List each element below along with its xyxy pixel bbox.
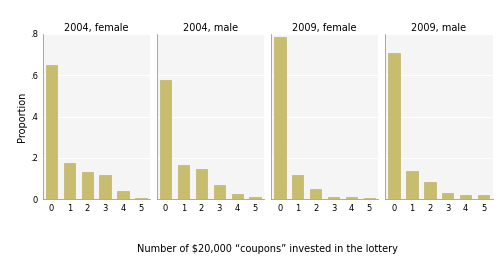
Title: 2009, male: 2009, male xyxy=(411,23,466,33)
Title: 2004, male: 2004, male xyxy=(183,23,238,33)
Bar xyxy=(292,175,304,199)
Bar xyxy=(388,53,400,199)
Y-axis label: Proportion: Proportion xyxy=(17,91,27,142)
Bar xyxy=(196,169,207,199)
Bar xyxy=(310,190,322,199)
Bar xyxy=(346,197,358,199)
Title: 2004, female: 2004, female xyxy=(64,23,128,33)
Bar xyxy=(178,165,190,199)
Bar xyxy=(214,185,225,199)
Bar xyxy=(64,163,75,199)
Bar xyxy=(136,198,147,199)
Bar xyxy=(46,65,58,199)
Bar xyxy=(160,80,172,199)
Bar xyxy=(232,194,243,199)
Bar xyxy=(424,182,436,199)
Bar xyxy=(460,195,471,199)
Bar xyxy=(328,197,340,199)
Bar xyxy=(478,195,490,199)
Title: 2009, female: 2009, female xyxy=(292,23,357,33)
Bar xyxy=(364,198,375,199)
Bar xyxy=(442,193,454,199)
Bar xyxy=(118,191,129,199)
Bar xyxy=(274,37,285,199)
Bar xyxy=(406,171,417,199)
Text: Number of $20,000 “coupons” invested in the lottery: Number of $20,000 “coupons” invested in … xyxy=(137,244,398,254)
Bar xyxy=(100,175,111,199)
Bar xyxy=(250,197,261,199)
Bar xyxy=(82,172,93,199)
